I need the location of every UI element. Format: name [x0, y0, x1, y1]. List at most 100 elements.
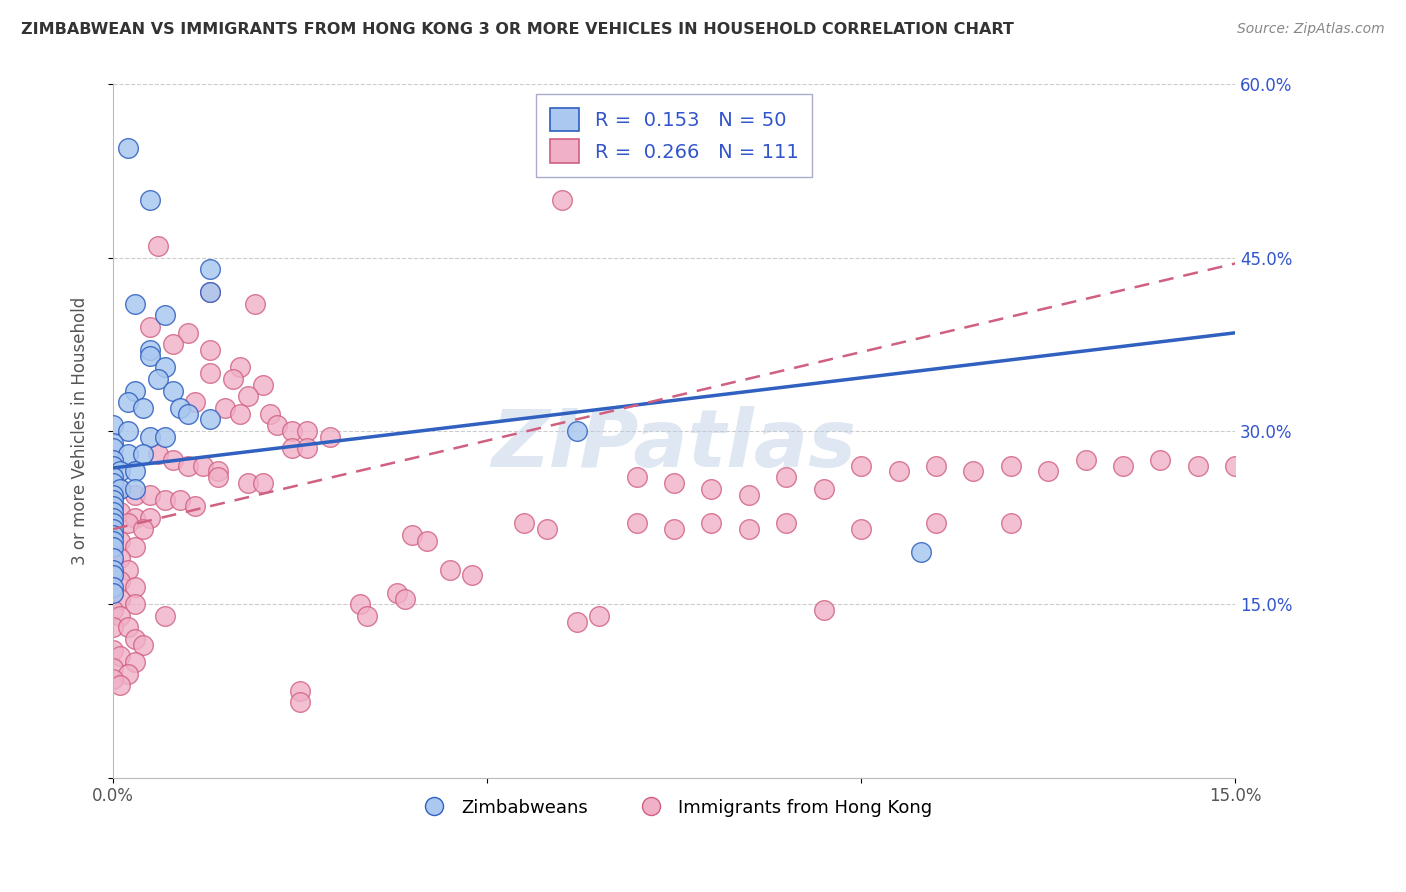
Point — [101, 522, 124, 536]
Point — [1225, 458, 1247, 473]
Point — [146, 447, 169, 461]
Point — [229, 360, 252, 375]
Point — [662, 475, 685, 490]
Point — [169, 493, 191, 508]
Point — [124, 384, 146, 398]
Y-axis label: 3 or more Vehicles in Household: 3 or more Vehicles in Household — [72, 297, 89, 566]
Point — [962, 465, 984, 479]
Point — [101, 580, 124, 594]
Point — [101, 563, 124, 577]
Point — [394, 591, 416, 606]
Point — [139, 193, 162, 207]
Point — [117, 666, 139, 681]
Point — [1000, 458, 1022, 473]
Point — [236, 389, 259, 403]
Text: Source: ZipAtlas.com: Source: ZipAtlas.com — [1237, 22, 1385, 37]
Point — [110, 678, 132, 692]
Point — [266, 418, 288, 433]
Point — [101, 470, 124, 484]
Point — [162, 453, 184, 467]
Legend: Zimbabweans, Immigrants from Hong Kong: Zimbabweans, Immigrants from Hong Kong — [409, 791, 939, 824]
Point — [101, 585, 124, 599]
Point — [155, 430, 177, 444]
Point — [132, 638, 155, 652]
Point — [110, 591, 132, 606]
Point — [813, 603, 835, 617]
Point — [132, 447, 155, 461]
Point — [117, 563, 139, 577]
Point — [461, 568, 484, 582]
Point — [101, 499, 124, 513]
Point — [198, 262, 221, 277]
Point — [132, 522, 155, 536]
Point — [124, 487, 146, 501]
Point — [117, 395, 139, 409]
Point — [288, 684, 311, 698]
Point — [813, 482, 835, 496]
Point — [191, 458, 214, 473]
Point — [124, 510, 146, 524]
Point — [700, 482, 723, 496]
Point — [101, 643, 124, 657]
Point — [124, 580, 146, 594]
Point — [626, 516, 648, 531]
Point — [243, 297, 266, 311]
Point — [162, 337, 184, 351]
Point — [101, 661, 124, 675]
Point — [775, 470, 797, 484]
Point — [139, 510, 162, 524]
Point — [110, 649, 132, 664]
Point — [513, 516, 536, 531]
Point — [184, 395, 207, 409]
Point — [101, 620, 124, 634]
Point — [221, 372, 243, 386]
Point — [1112, 458, 1135, 473]
Point — [101, 493, 124, 508]
Point — [229, 407, 252, 421]
Point — [207, 470, 229, 484]
Point — [139, 487, 162, 501]
Point — [565, 424, 588, 438]
Point — [101, 458, 124, 473]
Point — [110, 608, 132, 623]
Point — [236, 475, 259, 490]
Point — [626, 470, 648, 484]
Point — [155, 360, 177, 375]
Point — [101, 585, 124, 599]
Point — [184, 499, 207, 513]
Point — [162, 384, 184, 398]
Point — [1187, 458, 1209, 473]
Point — [101, 418, 124, 433]
Point — [117, 141, 139, 155]
Point — [101, 505, 124, 519]
Point — [297, 442, 319, 456]
Point — [139, 430, 162, 444]
Point — [259, 407, 281, 421]
Point — [124, 632, 146, 646]
Point — [110, 551, 132, 566]
Point — [356, 608, 378, 623]
Point — [117, 447, 139, 461]
Point — [319, 430, 342, 444]
Point — [117, 620, 139, 634]
Point — [101, 435, 124, 450]
Point — [146, 239, 169, 253]
Point — [110, 533, 132, 548]
Point — [176, 407, 198, 421]
Point — [101, 487, 124, 501]
Point — [155, 493, 177, 508]
Point — [101, 528, 124, 542]
Point — [198, 366, 221, 380]
Point — [101, 475, 124, 490]
Point — [925, 458, 948, 473]
Point — [101, 528, 124, 542]
Point — [910, 545, 932, 559]
Point — [101, 568, 124, 582]
Point — [849, 522, 872, 536]
Point — [176, 458, 198, 473]
Point — [101, 603, 124, 617]
Point — [1074, 453, 1097, 467]
Point — [101, 540, 124, 554]
Point — [198, 343, 221, 358]
Point — [155, 309, 177, 323]
